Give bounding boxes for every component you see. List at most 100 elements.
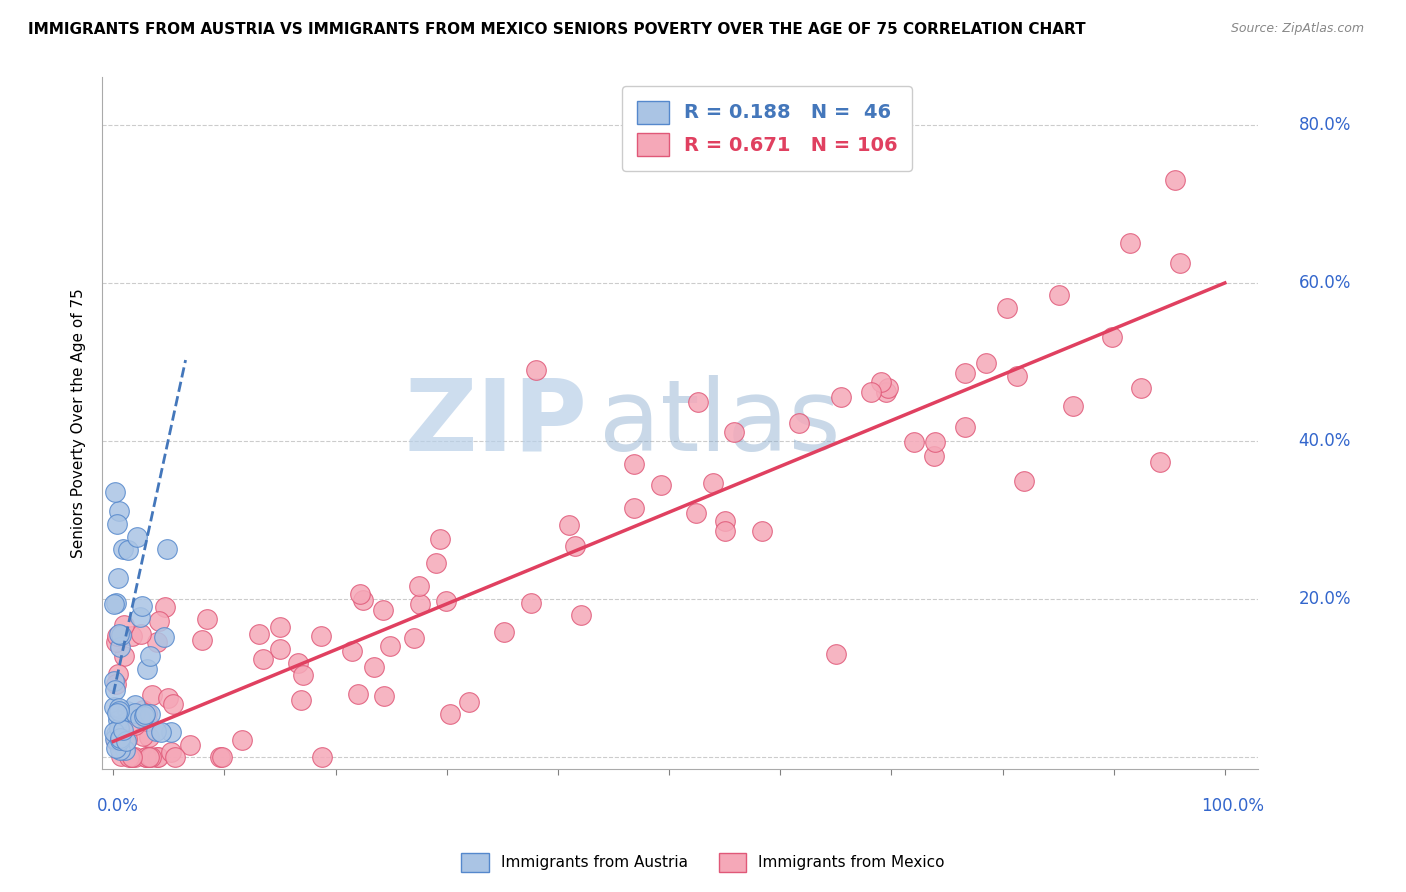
Point <box>1062 400 1084 414</box>
Point <box>149 724 172 739</box>
Point <box>714 515 737 529</box>
Point <box>103 699 125 714</box>
Point <box>134 707 156 722</box>
Point <box>650 478 672 492</box>
Point <box>124 718 146 732</box>
Point <box>110 733 132 747</box>
Point <box>492 625 515 640</box>
Point <box>153 600 176 615</box>
Point <box>124 706 146 721</box>
Point <box>311 750 333 764</box>
Point <box>135 750 157 764</box>
Point <box>439 706 461 721</box>
Point <box>860 385 883 400</box>
Point <box>108 742 131 756</box>
Point <box>107 722 129 736</box>
Point <box>128 710 150 724</box>
Point <box>309 629 332 643</box>
Point <box>974 356 997 370</box>
Text: ZIP: ZIP <box>405 375 588 472</box>
Point <box>162 698 184 712</box>
Point <box>115 705 138 719</box>
Point <box>104 682 127 697</box>
Point <box>373 689 395 703</box>
Point <box>139 750 162 764</box>
Text: IMMIGRANTS FROM AUSTRIA VS IMMIGRANTS FROM MEXICO SENIORS POVERTY OVER THE AGE O: IMMIGRANTS FROM AUSTRIA VS IMMIGRANTS FR… <box>28 22 1085 37</box>
Point <box>114 743 136 757</box>
Point <box>924 434 946 449</box>
Point <box>346 688 368 702</box>
Point <box>138 750 160 764</box>
Point <box>1047 288 1070 302</box>
Point <box>349 587 371 601</box>
Point <box>112 648 135 663</box>
Point <box>121 750 143 764</box>
Point <box>129 610 152 624</box>
Point <box>159 745 181 759</box>
Point <box>145 634 167 648</box>
Point <box>429 533 451 547</box>
Point <box>558 518 581 533</box>
Text: 40.0%: 40.0% <box>1299 432 1351 450</box>
Point <box>409 597 432 611</box>
Point <box>1168 256 1191 270</box>
Point <box>104 677 127 691</box>
Point <box>723 425 745 439</box>
Point <box>623 458 645 472</box>
Point <box>136 661 159 675</box>
Point <box>139 648 162 663</box>
Point <box>714 524 737 538</box>
Point <box>247 627 270 641</box>
Point <box>104 634 127 648</box>
Point <box>569 607 592 622</box>
Point <box>269 642 291 657</box>
Point <box>145 724 167 739</box>
Text: 20.0%: 20.0% <box>1299 591 1351 608</box>
Point <box>103 725 125 739</box>
Point <box>132 729 155 743</box>
Point <box>135 750 157 764</box>
Point <box>195 612 218 626</box>
Point <box>1005 369 1028 384</box>
Point <box>124 698 146 713</box>
Text: atlas: atlas <box>599 375 841 472</box>
Point <box>520 596 543 610</box>
Point <box>408 579 430 593</box>
Point <box>108 626 131 640</box>
Legend: Immigrants from Austria, Immigrants from Mexico: Immigrants from Austria, Immigrants from… <box>454 845 952 880</box>
Text: 80.0%: 80.0% <box>1299 116 1351 134</box>
Point <box>231 732 253 747</box>
Point <box>179 739 201 753</box>
Point <box>751 524 773 538</box>
Point <box>110 628 132 642</box>
Point <box>875 384 897 399</box>
Point <box>107 666 129 681</box>
Point <box>1149 455 1171 469</box>
Point <box>107 713 129 727</box>
Point <box>108 640 131 655</box>
Point <box>127 530 149 544</box>
Point <box>108 504 131 518</box>
Point <box>110 748 132 763</box>
Point <box>148 750 170 764</box>
Point <box>104 734 127 748</box>
Point <box>112 541 135 556</box>
Point <box>190 632 212 647</box>
Point <box>252 652 274 666</box>
Legend: R = 0.188   N =  46, R = 0.671   N = 106: R = 0.188 N = 46, R = 0.671 N = 106 <box>623 87 911 170</box>
Point <box>124 750 146 764</box>
Point <box>104 484 127 499</box>
Point <box>108 701 131 715</box>
Point <box>1130 381 1153 395</box>
Point <box>953 366 976 380</box>
Point <box>105 629 128 643</box>
Point <box>953 419 976 434</box>
Point <box>830 391 852 405</box>
Point <box>291 668 314 682</box>
Point <box>290 693 312 707</box>
Point <box>1101 330 1123 344</box>
Point <box>105 727 128 741</box>
Point <box>686 395 709 409</box>
Point <box>114 733 136 747</box>
Point <box>138 707 160 722</box>
